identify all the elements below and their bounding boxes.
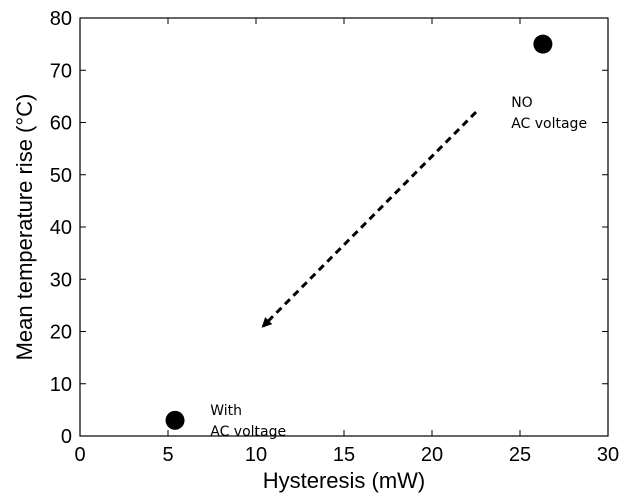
y-tick-label: 30: [50, 269, 72, 291]
y-axis-label: Mean temperature rise (°C): [12, 94, 37, 361]
axis-tick-labels: 0 5 10 15 20 25 30 0 10 20 30 40 50 60 70 80: [50, 8, 619, 466]
data-points: [165, 34, 553, 430]
annotation-line: With: [210, 403, 242, 419]
y-tick-label: 10: [50, 374, 72, 396]
annotation-line: AC voltage: [511, 116, 587, 132]
annotation-line: NO: [511, 95, 533, 111]
data-point: [533, 34, 553, 54]
x-tick-label: 0: [74, 444, 85, 466]
x-tick-label: 15: [333, 444, 355, 466]
x-axis-label: Hysteresis (mW): [263, 468, 426, 493]
annotations: NO AC voltage With AC voltage: [210, 95, 587, 440]
y-tick-label: 20: [50, 322, 72, 344]
x-tick-label: 20: [421, 444, 443, 466]
annotation-label: NO AC voltage: [511, 95, 587, 132]
plot-frame: [79, 17, 609, 437]
y-tick-label: 40: [50, 217, 72, 239]
y-tick-label: 50: [50, 165, 72, 187]
x-tick-label: 10: [245, 444, 267, 466]
x-tick-label: 30: [597, 444, 619, 466]
y-tick-label: 80: [50, 8, 72, 30]
x-tick-label: 5: [162, 444, 173, 466]
annotation-label: With AC voltage: [210, 403, 286, 440]
trend-arrow: [261, 110, 478, 328]
y-tick-label: 70: [50, 60, 72, 82]
x-tick-label: 25: [509, 444, 531, 466]
annotation-line: AC voltage: [210, 424, 286, 440]
y-tick-label: 60: [50, 113, 72, 135]
data-point: [165, 410, 185, 430]
axis-ticks: [79, 17, 609, 437]
y-tick-label: 0: [61, 426, 72, 448]
